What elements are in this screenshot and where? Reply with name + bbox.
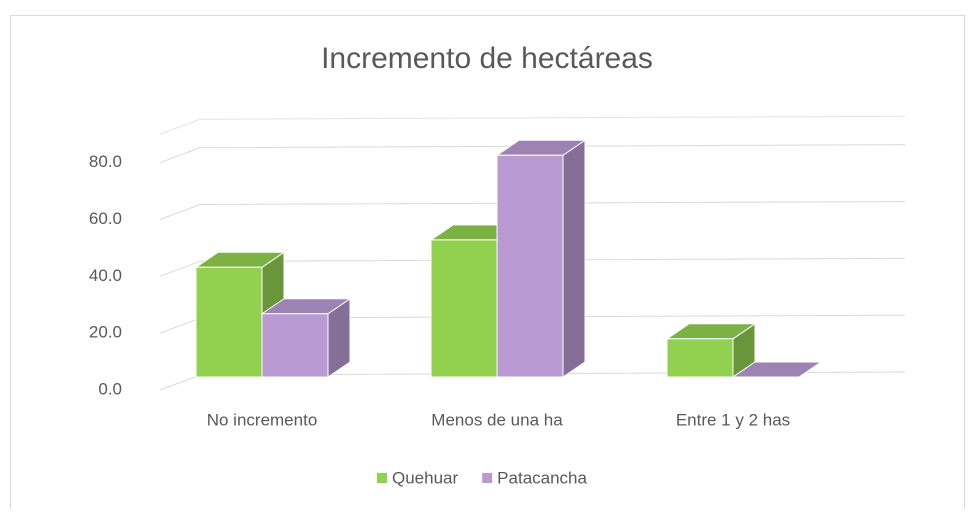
bar: [195, 266, 263, 378]
x-tick-label: Menos de una ha: [431, 410, 563, 429]
bar: [666, 338, 734, 378]
legend-swatch: [377, 473, 387, 483]
chart-title: Incremento de hectáreas: [321, 42, 653, 75]
y-tick-label: 60.0: [89, 209, 122, 228]
legend-label: Patacancha: [497, 468, 587, 487]
y-tick-label: 80.0: [89, 152, 122, 171]
x-tick-label: No incremento: [207, 410, 318, 429]
legend-label: Quehuar: [392, 468, 458, 487]
grid-line: [159, 257, 906, 277]
y-tick-label: 40.0: [89, 266, 122, 285]
grid-line: [159, 144, 906, 164]
bar: [430, 239, 498, 378]
legend-swatch: [482, 473, 493, 483]
y-tick-label: 0.0: [98, 379, 122, 398]
y-tick-label: 20.0: [89, 323, 122, 342]
bar: [496, 154, 564, 378]
wall-edge: [159, 115, 906, 135]
grid-line: [159, 201, 906, 220]
x-tick-label: Entre 1 y 2 has: [676, 410, 790, 429]
bar-top: [731, 361, 823, 378]
bar: [261, 313, 329, 378]
bar-side: [562, 139, 586, 378]
